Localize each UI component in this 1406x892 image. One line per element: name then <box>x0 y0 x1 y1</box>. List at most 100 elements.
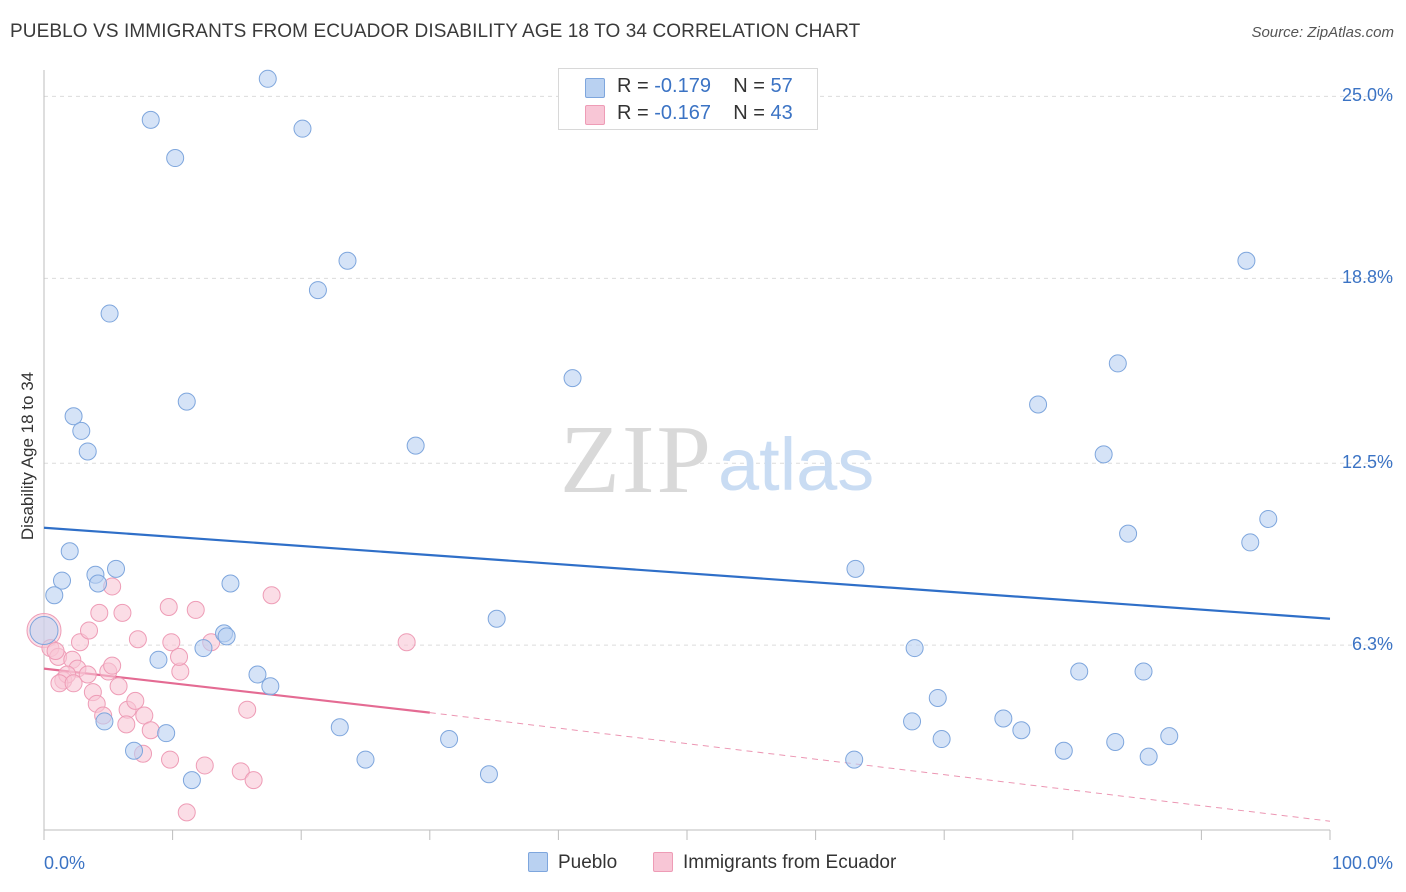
pueblo-point <box>100 304 119 323</box>
pueblo-swatch <box>528 852 548 872</box>
pueblo-point <box>141 110 160 129</box>
grid-lines <box>44 95 1392 646</box>
ecuador-swatch <box>653 852 673 872</box>
r-label: R = <box>617 75 655 97</box>
pueblo-trend-line <box>43 526 1331 620</box>
pueblo-point <box>1237 251 1256 270</box>
legend-label-pueblo: Pueblo <box>558 852 618 873</box>
ecuador-point <box>238 700 257 719</box>
pueblo-point <box>356 750 375 769</box>
watermark-zip: ZIP <box>560 406 713 514</box>
pueblo-point <box>217 627 236 646</box>
pueblo-point <box>248 665 267 684</box>
pueblo-point <box>258 69 277 88</box>
n-label: N = <box>733 102 771 124</box>
pueblo-point <box>221 574 240 593</box>
pueblo-point <box>53 571 72 590</box>
pueblo-point <box>177 392 196 411</box>
pueblo-point <box>1106 732 1125 751</box>
pueblo-point <box>1139 747 1158 766</box>
legend-text-ecuador: R = -0.167 N = 43 <box>617 102 793 125</box>
pueblo-point <box>293 119 312 138</box>
chart-title: PUEBLO VS IMMIGRANTS FROM ECUADOR DISABI… <box>10 21 861 42</box>
pueblo-point <box>1160 727 1179 746</box>
y-axis-label: Disability Age 18 to 34 <box>18 371 37 541</box>
source-credit: Source: ZipAtlas.com <box>1251 24 1394 41</box>
ecuador-point <box>46 642 65 661</box>
pueblo-point <box>157 724 176 743</box>
legend-label-ecuador: Immigrants from Ecuador <box>683 852 897 873</box>
pueblo-points <box>29 69 1278 790</box>
r-value: -0.167 <box>654 102 711 124</box>
ecuador-points <box>26 577 416 822</box>
watermark-atlas: atlas <box>718 423 874 506</box>
pueblo-point <box>338 251 357 270</box>
pueblo-point <box>1012 721 1031 740</box>
pueblo-point <box>1054 741 1073 760</box>
pueblo-swatch <box>585 78 605 98</box>
ecuador-point <box>195 756 214 775</box>
legend-item-ecuador: Immigrants from Ecuador <box>653 852 896 874</box>
pueblo-point <box>932 730 951 749</box>
pueblo-point <box>994 709 1013 728</box>
ecuador-point <box>161 750 180 769</box>
pueblo-point <box>72 421 91 440</box>
pueblo-point <box>1119 524 1138 543</box>
axes <box>43 70 1331 840</box>
x-tick-label-min: 0.0% <box>44 853 86 873</box>
pueblo-point <box>440 730 459 749</box>
pueblo-point <box>479 765 498 784</box>
pueblo-point <box>563 369 582 388</box>
y-tick-label: 12.5% <box>1341 452 1393 473</box>
pueblo-point <box>78 442 97 461</box>
correlation-legend: R = -0.179 N = 57 R = -0.167 N = 43 <box>558 68 818 130</box>
pueblo-point <box>846 559 865 578</box>
ecuador-point <box>186 600 205 619</box>
ecuador-point <box>159 597 178 616</box>
ecuador-point <box>170 647 189 666</box>
legend-item-pueblo: Pueblo <box>528 852 617 874</box>
pueblo-point <box>905 639 924 658</box>
pueblo-point <box>1070 662 1089 681</box>
ecuador-point <box>128 630 147 649</box>
ecuador-point <box>90 603 109 622</box>
ecuador-point <box>141 721 160 740</box>
pueblo-point <box>182 771 201 790</box>
ecuador-point <box>109 677 128 696</box>
ecuador-point <box>126 691 145 710</box>
pueblo-point <box>107 559 126 578</box>
pueblo-point <box>95 712 114 731</box>
ecuador-point <box>64 674 83 693</box>
pueblo-point <box>845 750 864 769</box>
pueblo-point <box>1259 509 1278 528</box>
pueblo-point <box>406 436 425 455</box>
n-value: 43 <box>770 102 793 124</box>
pueblo-point <box>64 407 83 426</box>
pueblo-point <box>166 149 185 168</box>
pueblo-point <box>89 574 108 593</box>
ecuador-point <box>117 715 136 734</box>
ecuador-trend-extension <box>429 712 1331 822</box>
pueblo-point <box>60 542 79 561</box>
pueblo-point <box>1241 533 1260 552</box>
ecuador-point <box>177 803 196 822</box>
ecuador-point <box>78 665 97 684</box>
legend-text-pueblo: R = -0.179 N = 57 <box>617 75 793 98</box>
pueblo-point <box>149 650 168 669</box>
pueblo-point <box>330 718 349 737</box>
ecuador-point <box>262 586 281 605</box>
ecuador-point <box>231 762 250 781</box>
pueblo-point <box>1108 354 1127 373</box>
pueblo-point <box>125 741 144 760</box>
pueblo-point <box>1094 445 1113 464</box>
pueblo-point <box>29 615 59 645</box>
pueblo-point <box>1029 395 1048 414</box>
pueblo-point <box>45 586 64 605</box>
ecuador-point <box>103 656 122 675</box>
ecuador-point <box>162 633 181 652</box>
pueblo-point <box>261 677 280 696</box>
r-label: R = <box>617 102 655 124</box>
x-tick-label-max: 100.0% <box>1331 853 1393 873</box>
y-tick-label: 25.0% <box>1341 85 1393 106</box>
